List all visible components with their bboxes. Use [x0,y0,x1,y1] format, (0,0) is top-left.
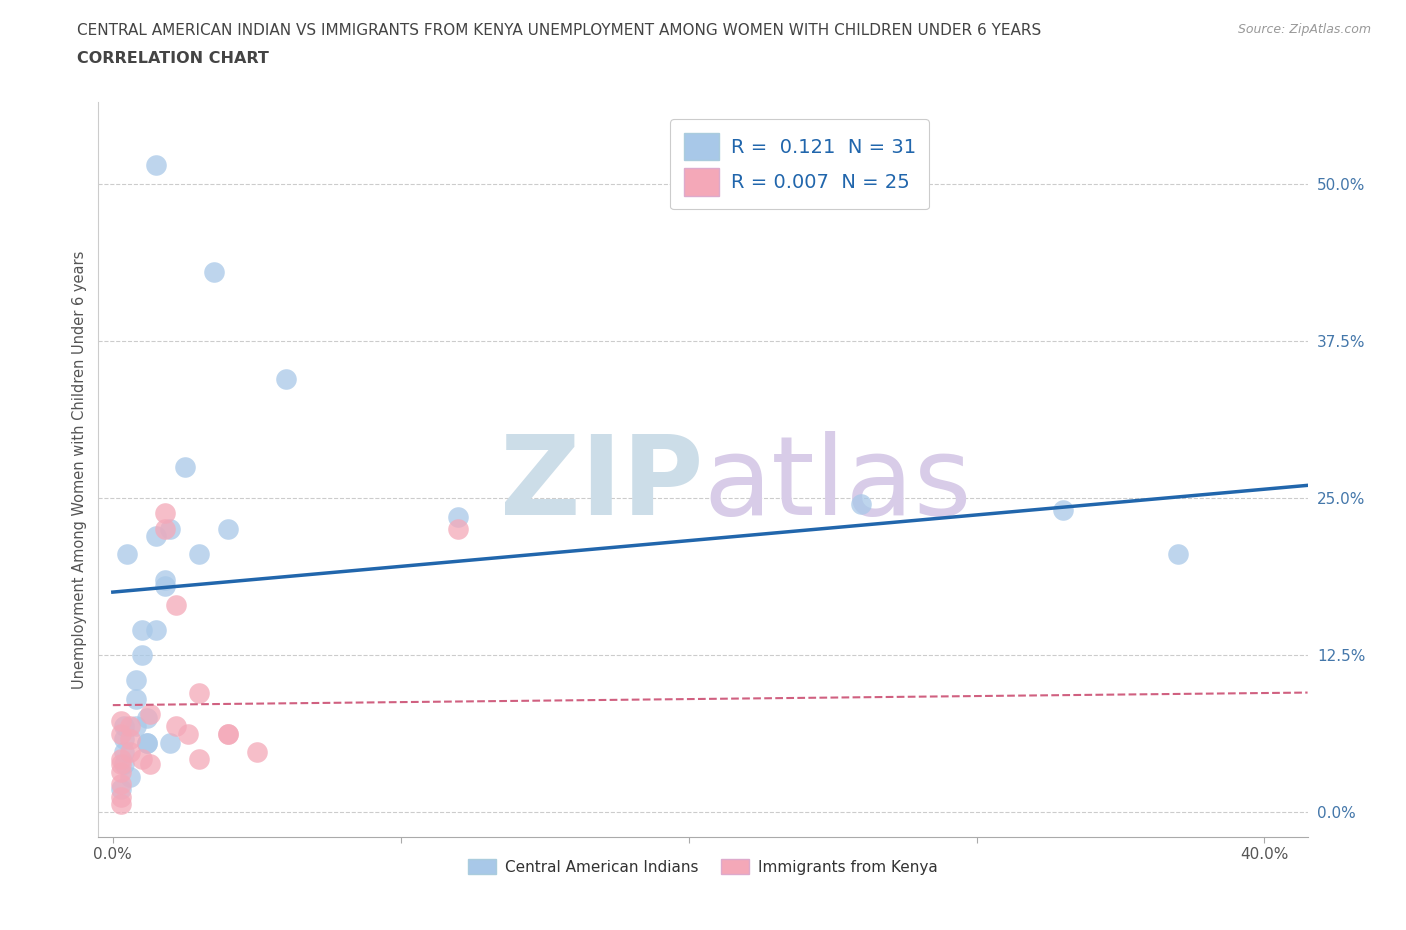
Point [153,572,176,587]
Point [110,790,132,804]
Point [145,158,167,173]
Point [153,522,176,537]
Point [136,736,159,751]
Point [139,707,162,722]
Point [112,732,135,747]
Point [274,371,297,386]
Point [447,522,470,537]
Y-axis label: Unemployment Among Women with Children Under 6 years: Unemployment Among Women with Children U… [72,250,87,689]
Point [159,736,181,751]
Point [447,510,470,525]
Point [110,751,132,766]
Point [851,497,873,512]
Legend: Central American Indians, Immigrants from Kenya: Central American Indians, Immigrants fro… [463,853,943,881]
Point [145,622,167,637]
Point [131,647,153,662]
Point [165,719,187,734]
Point [131,622,153,637]
Point [120,732,142,747]
Point [153,506,176,521]
Point [176,726,198,741]
Point [217,726,239,741]
Point [112,757,135,772]
Point [110,726,132,741]
Point [188,685,211,700]
Point [112,744,135,759]
Point [1052,503,1074,518]
Point [188,751,211,766]
Point [120,744,142,759]
Point [110,777,132,791]
Point [1167,547,1189,562]
Point [136,711,159,725]
Point [115,547,138,562]
Point [110,782,132,797]
Point [188,547,211,562]
Point [217,522,239,537]
Point [110,714,132,729]
Text: ZIP: ZIP [499,431,703,538]
Point [153,578,176,593]
Point [246,744,269,759]
Point [120,719,142,734]
Point [120,769,142,784]
Text: Source: ZipAtlas.com: Source: ZipAtlas.com [1237,23,1371,36]
Point [165,597,187,612]
Text: CENTRAL AMERICAN INDIAN VS IMMIGRANTS FROM KENYA UNEMPLOYMENT AMONG WOMEN WITH C: CENTRAL AMERICAN INDIAN VS IMMIGRANTS FR… [77,23,1042,38]
Point [125,691,148,706]
Text: atlas: atlas [703,431,972,538]
Point [110,764,132,779]
Point [217,726,239,741]
Text: CORRELATION CHART: CORRELATION CHART [77,51,269,66]
Point [125,672,148,687]
Point [112,719,135,734]
Point [110,757,132,772]
Point [202,264,225,279]
Point [136,736,159,751]
Point [159,522,181,537]
Point [139,757,162,772]
Point [110,797,132,812]
Point [125,719,148,734]
Point [131,751,153,766]
Point [145,528,167,543]
Point [173,459,195,474]
